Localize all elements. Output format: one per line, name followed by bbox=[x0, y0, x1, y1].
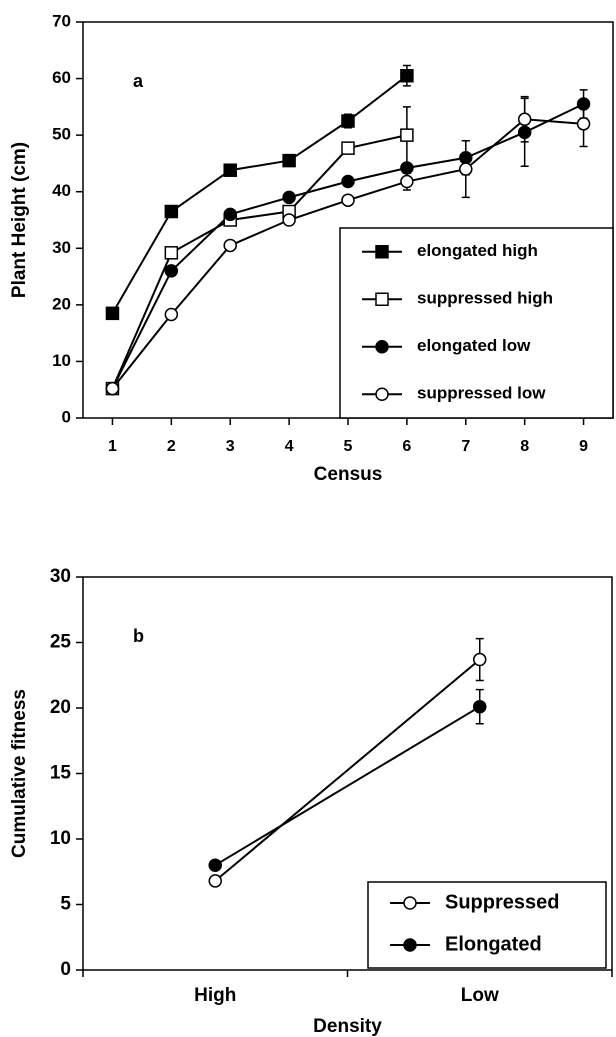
legend-label: elongated low bbox=[417, 336, 531, 355]
y-axis-label: Cumulative fitness bbox=[9, 689, 30, 858]
y-tick-label: 40 bbox=[52, 181, 71, 200]
marker bbox=[223, 238, 237, 253]
marker bbox=[576, 117, 591, 131]
x-tick-label: 5 bbox=[344, 438, 353, 455]
marker bbox=[375, 340, 389, 354]
x-axis-label: Density bbox=[313, 1016, 382, 1037]
marker bbox=[341, 114, 355, 128]
legend-label: suppressed high bbox=[417, 289, 553, 308]
marker bbox=[105, 306, 120, 321]
y-tick-label: 70 bbox=[52, 11, 71, 30]
y-tick-label: 25 bbox=[50, 632, 72, 653]
marker bbox=[517, 125, 532, 140]
marker bbox=[473, 652, 487, 667]
x-axis-label: Census bbox=[314, 464, 383, 485]
marker bbox=[105, 381, 120, 396]
marker bbox=[164, 246, 179, 260]
y-tick-label: 60 bbox=[52, 68, 71, 87]
x-tick-label: High bbox=[194, 985, 236, 1006]
marker bbox=[459, 151, 473, 165]
marker bbox=[341, 141, 355, 155]
x-tick-label: 4 bbox=[285, 438, 294, 455]
x-tick-label: 6 bbox=[402, 438, 411, 455]
series-line bbox=[214, 658, 481, 882]
y-tick-label: 30 bbox=[52, 238, 71, 257]
legend-label: elongated high bbox=[417, 241, 538, 260]
series-line bbox=[111, 134, 408, 389]
series-line bbox=[214, 705, 481, 867]
marker bbox=[375, 245, 389, 259]
x-tick-label: 9 bbox=[579, 438, 588, 455]
y-tick-label: 0 bbox=[60, 959, 71, 980]
legend-box bbox=[367, 881, 607, 969]
panel-label: b bbox=[133, 626, 144, 646]
marker bbox=[282, 190, 296, 205]
x-tick-label: 1 bbox=[108, 438, 117, 455]
marker bbox=[208, 858, 222, 872]
y-tick-label: 10 bbox=[52, 351, 71, 370]
marker bbox=[341, 174, 355, 189]
marker bbox=[400, 174, 414, 189]
marker bbox=[375, 292, 389, 306]
marker bbox=[282, 153, 296, 168]
marker bbox=[576, 97, 591, 111]
legend-label: Elongated bbox=[445, 933, 542, 955]
marker bbox=[459, 162, 473, 176]
marker bbox=[164, 204, 179, 219]
marker bbox=[223, 163, 237, 177]
marker bbox=[164, 264, 179, 278]
marker bbox=[208, 874, 222, 888]
x-tick-label: 3 bbox=[226, 438, 235, 455]
y-tick-label: 5 bbox=[60, 894, 71, 915]
x-tick-label: Low bbox=[461, 985, 499, 1006]
marker bbox=[400, 68, 414, 83]
marker bbox=[375, 387, 389, 401]
panel-label: a bbox=[133, 71, 144, 91]
legend-label: Suppressed bbox=[445, 891, 559, 913]
y-tick-label: 10 bbox=[50, 828, 71, 849]
marker bbox=[400, 128, 414, 142]
marker bbox=[403, 938, 417, 952]
y-tick-label: 20 bbox=[50, 697, 71, 718]
marker bbox=[517, 112, 532, 127]
marker bbox=[223, 207, 237, 222]
y-tick-label: 50 bbox=[52, 125, 71, 144]
x-tick-label: 8 bbox=[520, 438, 529, 455]
marker bbox=[400, 161, 414, 175]
x-tick-label: 2 bbox=[167, 438, 176, 455]
marker bbox=[341, 193, 355, 207]
y-tick-label: 0 bbox=[62, 407, 71, 426]
series-line bbox=[111, 74, 408, 314]
x-tick-label: 7 bbox=[461, 438, 470, 455]
marker bbox=[282, 213, 296, 227]
y-tick-label: 20 bbox=[52, 294, 71, 313]
y-tick-label: 30 bbox=[50, 566, 71, 587]
marker bbox=[403, 896, 417, 910]
y-axis-label: Plant Height (cm) bbox=[9, 142, 30, 298]
legend-label: suppressed low bbox=[417, 384, 546, 403]
marker bbox=[473, 699, 487, 714]
legend-box bbox=[339, 227, 614, 419]
y-tick-label: 15 bbox=[50, 763, 72, 784]
marker bbox=[164, 307, 179, 322]
plot-frame bbox=[82, 576, 613, 971]
